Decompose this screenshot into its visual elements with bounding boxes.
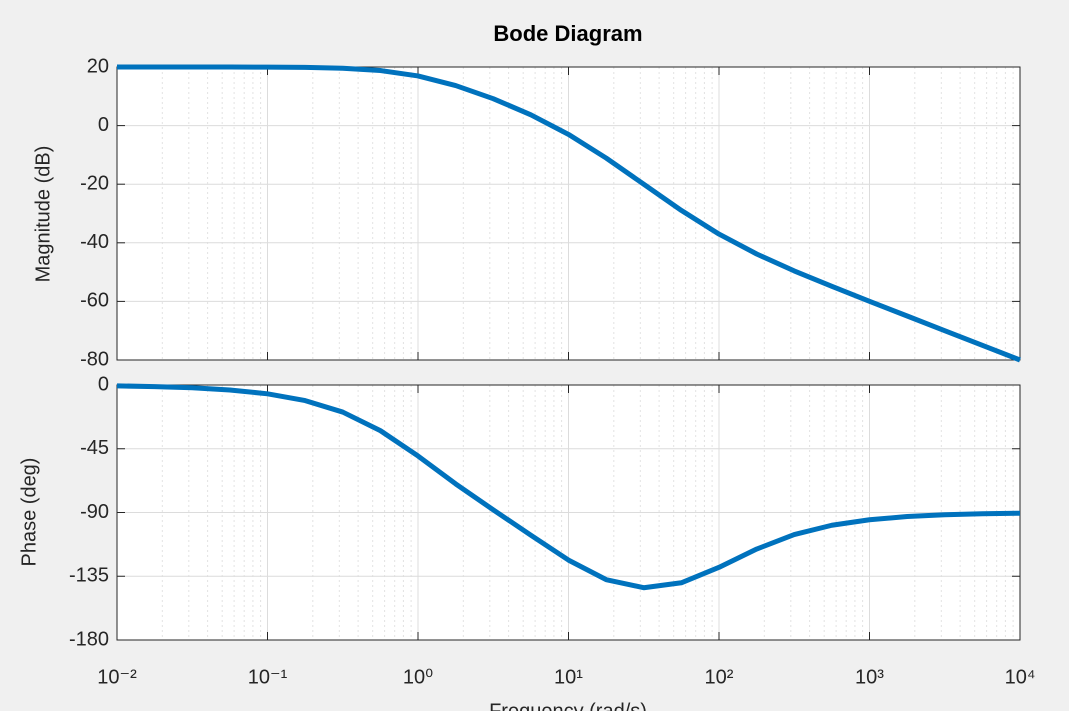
x-tick-label: 10⁰ <box>403 666 433 688</box>
x-tick-label: 10¹ <box>554 666 583 688</box>
y-tick-label: -60 <box>80 290 109 312</box>
axes-box <box>116 66 1021 361</box>
axes-box <box>116 384 1021 641</box>
y-axis-label: Phase (deg) <box>18 458 40 567</box>
y-tick-label: -80 <box>80 348 109 370</box>
data-line <box>116 383 1021 591</box>
data-line <box>117 64 1021 363</box>
y-tick-label: 0 <box>98 373 109 395</box>
x-tick-label: 10⁻² <box>97 666 137 688</box>
y-tick-label: -45 <box>80 437 109 459</box>
x-tick-label: 10³ <box>855 666 884 688</box>
y-tick-label: -40 <box>80 231 109 253</box>
x-tick-label: 10² <box>705 666 734 688</box>
x-tick-label: 10⁻¹ <box>248 666 288 688</box>
y-tick-label: -135 <box>69 565 109 587</box>
y-tick-label: -90 <box>80 501 109 523</box>
y-tick-label: 0 <box>98 114 109 136</box>
x-tick-label: 10⁴ <box>1005 666 1036 688</box>
y-tick-label: -180 <box>69 628 109 650</box>
y-tick-label: 20 <box>87 55 109 77</box>
chart-title: Bode Diagram <box>493 21 642 46</box>
y-tick-label: -20 <box>80 172 109 194</box>
y-axis-label: Magnitude (dB) <box>32 146 54 283</box>
x-axis-label: Frequency (rad/s) <box>489 700 647 711</box>
